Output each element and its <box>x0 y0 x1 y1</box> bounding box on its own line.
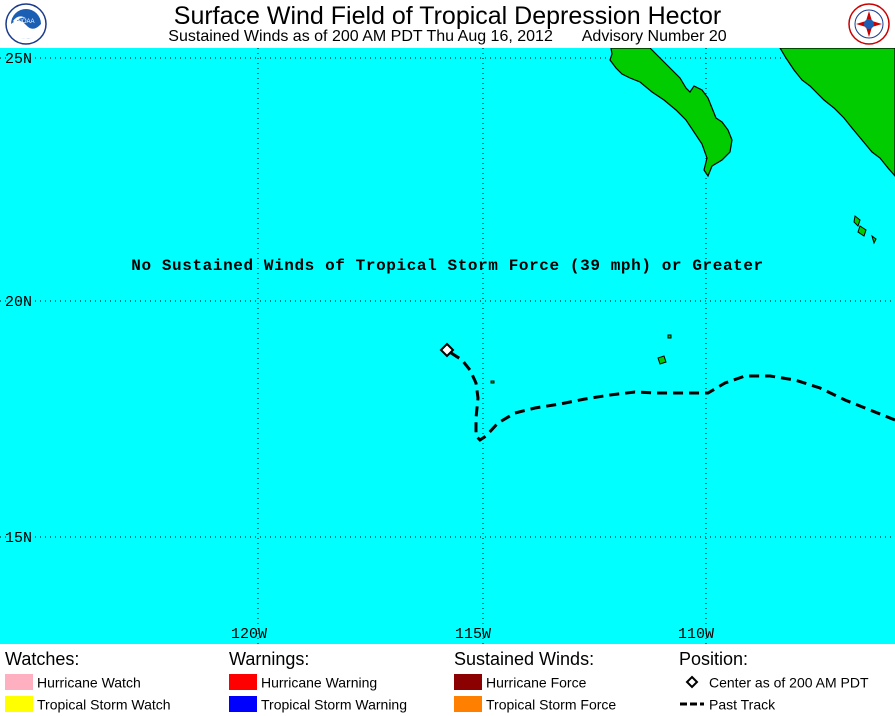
legend-position-heading: Position: <box>679 649 749 669</box>
legend-label: Tropical Storm Warning <box>261 696 408 713</box>
legend-item-hurricane-force: Hurricane Force <box>454 670 616 692</box>
lon-label-110w: 110W <box>678 626 715 643</box>
legend-item-tropical-storm-warning: Tropical Storm Warning <box>229 692 407 714</box>
legend-item-tropical-storm-force: Tropical Storm Force <box>454 692 616 714</box>
legend-warnings: Warnings: Hurricane Warning Tropical Sto… <box>229 648 407 714</box>
dashed-line-icon <box>680 702 704 706</box>
diamond-icon <box>685 675 699 689</box>
page-title: Surface Wind Field of Tropical Depressio… <box>173 2 722 30</box>
tropical-storm-watch-swatch <box>5 696 33 713</box>
lat-label-20n: 20N <box>5 294 33 311</box>
legend-label: Center as of 200 AM PDT <box>709 674 869 691</box>
legend-label: Hurricane Watch <box>37 674 141 691</box>
legend-label: Hurricane Force <box>486 674 587 691</box>
hurricane-watch-swatch <box>5 674 33 691</box>
legend-watches: Watches: Hurricane Watch Tropical Storm … <box>5 648 171 714</box>
legend-item-center: Center as of 200 AM PDT <box>679 670 869 692</box>
islas-marias-land <box>853 215 877 245</box>
noaa-logo: NOAA <box>5 3 47 45</box>
svg-text:NOAA: NOAA <box>17 19 34 25</box>
storm-center-marker <box>439 342 455 358</box>
legend-position: Position: Center as of 200 AM PDT Past T… <box>679 648 869 714</box>
no-winds-message: No Sustained Winds of Tropical Storm For… <box>131 257 764 275</box>
header: NOAA Surface Wind Field of Tropical Depr… <box>0 0 895 48</box>
legend-winds-heading: Sustained Winds: <box>454 649 595 669</box>
lon-label-120w: 120W <box>231 626 268 643</box>
legend-item-past-track: Past Track <box>679 692 869 714</box>
tropical-storm-force-swatch <box>454 696 482 713</box>
legend-item-hurricane-watch: Hurricane Watch <box>5 670 171 692</box>
legend-label: Tropical Storm Watch <box>37 696 171 713</box>
hurricane-warning-swatch <box>229 674 257 691</box>
legend-warnings-heading: Warnings: <box>229 649 310 669</box>
nws-logo <box>848 3 890 45</box>
tropical-storm-warning-swatch <box>229 696 257 713</box>
legend-winds: Sustained Winds: Hurricane Force Tropica… <box>454 648 616 714</box>
legend-label: Tropical Storm Force <box>486 696 617 713</box>
advisory-number: Advisory Number 20 <box>581 28 727 45</box>
legend-label: Past Track <box>709 696 776 713</box>
lat-label-25n: 25N <box>5 51 33 68</box>
map-canvas <box>0 48 895 644</box>
baja-california-land <box>609 48 733 178</box>
page-subtitle: Sustained Winds as of 200 AM PDT Thu Aug… <box>0 28 895 46</box>
legend-watches-heading: Watches: <box>5 649 80 669</box>
past-track-line <box>447 349 895 442</box>
map-panel: 25N 20N 15N 120W 115W 110W No Sustained … <box>0 48 895 644</box>
revillagigedo-islands-land <box>490 334 672 384</box>
advisory-time: Sustained Winds as of 200 AM PDT Thu Aug… <box>168 28 553 45</box>
mainland-mexico-land <box>779 48 895 177</box>
legend-item-hurricane-warning: Hurricane Warning <box>229 670 407 692</box>
legend: Watches: Hurricane Watch Tropical Storm … <box>0 644 895 716</box>
legend-item-tropical-storm-watch: Tropical Storm Watch <box>5 692 171 714</box>
lat-label-15n: 15N <box>5 530 33 547</box>
lat-lon-grid <box>0 48 895 644</box>
legend-label: Hurricane Warning <box>261 674 378 691</box>
lon-label-115w: 115W <box>455 626 492 643</box>
hurricane-force-swatch <box>454 674 482 691</box>
